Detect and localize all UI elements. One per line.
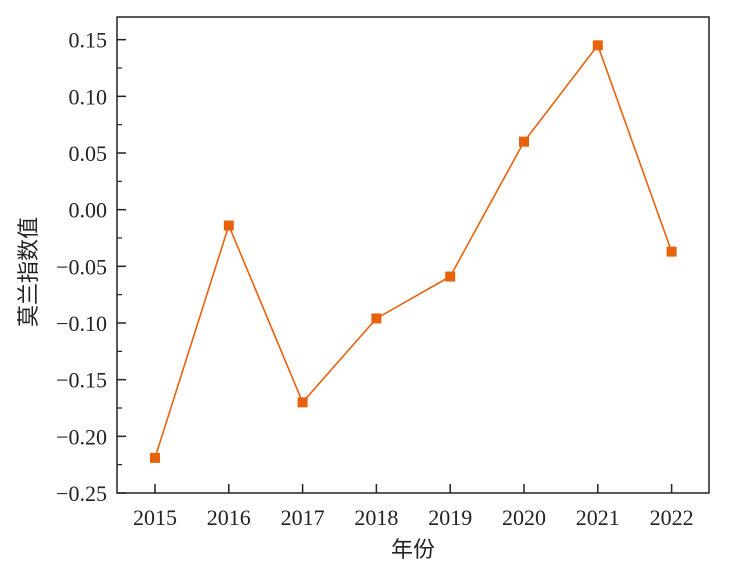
plot-frame <box>116 16 710 494</box>
data-point-marker <box>150 452 160 463</box>
x-tick-label: 2019 <box>428 505 472 530</box>
data-point-marker <box>666 246 677 257</box>
x-tick-label: 2015 <box>133 505 177 530</box>
y-tick-label: −0.15 <box>56 368 107 393</box>
y-tick-label: −0.10 <box>56 311 107 336</box>
x-tick-label: 2021 <box>576 505 620 530</box>
x-tick-label: 2022 <box>650 505 694 530</box>
y-axis-title: 莫兰指数值 <box>17 217 42 327</box>
x-axis: 2015 2016 2017 2018 2019 2020 2021 2022 <box>133 484 694 530</box>
y-tick-label: 0.10 <box>69 84 108 109</box>
data-point-marker <box>519 136 529 147</box>
y-tick-label: −0.25 <box>56 481 107 506</box>
y-axis: 0.15 0.10 0.05 0.00 −0.05 −0.10 −0.15 −0.20 −0.2… <box>56 28 126 506</box>
y-tick-label: 0.05 <box>69 141 108 166</box>
x-tick-label: 2020 <box>502 505 546 530</box>
x-tick-label: 2018 <box>354 505 398 530</box>
data-point-marker <box>445 271 456 282</box>
x-tick-label: 2017 <box>281 505 325 530</box>
y-tick-label: 0.00 <box>69 198 108 223</box>
series-plot <box>150 40 677 463</box>
y-tick-label: −0.05 <box>56 254 107 279</box>
data-point-marker <box>223 220 234 231</box>
y-tick-label: −0.20 <box>56 424 107 449</box>
data-point-marker <box>297 397 308 408</box>
y-tick-label: 0.15 <box>69 28 108 53</box>
data-point-marker <box>592 40 603 51</box>
x-tick-label: 2016 <box>207 505 251 530</box>
data-point-marker <box>371 313 382 324</box>
x-axis-title: 年份 <box>391 538 435 563</box>
series-line <box>154 43 673 459</box>
